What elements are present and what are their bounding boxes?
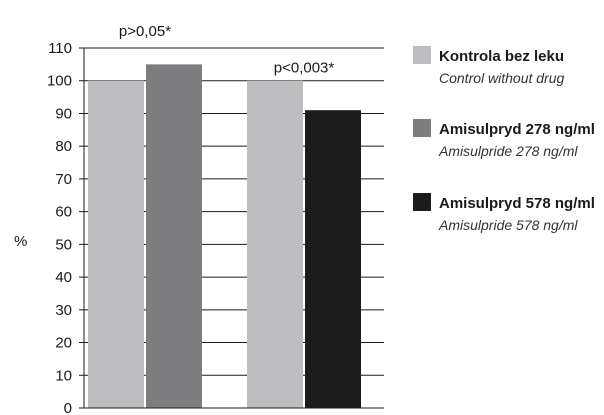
y-tick-label: 30 <box>55 302 72 319</box>
bars <box>88 64 361 409</box>
bar <box>247 80 303 409</box>
y-tick-label: 10 <box>55 367 72 384</box>
y-tick-label: 100 <box>47 73 72 90</box>
y-tick-label: 40 <box>55 269 72 286</box>
legend-label-english: Amisulpride 578 ng/ml <box>438 217 578 233</box>
y-tick-label: 110 <box>48 40 72 57</box>
y-tick-label: 60 <box>55 204 72 221</box>
legend-label-english: Control without drug <box>439 70 565 86</box>
legend-swatch <box>413 46 431 64</box>
y-tick-label: 70 <box>55 171 72 188</box>
significance-annotation: p<0,003* <box>274 60 335 77</box>
y-tick-labels: 0 10 20 30 40 50 60 70 80 90 100 110 <box>47 40 72 415</box>
legend-swatch <box>413 119 431 137</box>
significance-annotation: p>0,05* <box>119 23 171 40</box>
axes <box>79 47 384 409</box>
legend-label: Amisulpryd 278 ng/ml <box>439 121 595 138</box>
y-tick-label: 20 <box>55 335 72 352</box>
significance-annotations: p>0,05* p<0,003* <box>119 23 334 77</box>
y-tick-label: 0 <box>64 400 72 415</box>
legend: Kontrola bez leku Control without drug Ami… <box>413 46 595 233</box>
legend-label: Kontrola bez leku <box>439 48 564 65</box>
y-tick-label: 50 <box>55 236 72 253</box>
legend-swatch <box>413 193 431 211</box>
y-tick-label: 90 <box>55 105 72 122</box>
y-tick-label: 80 <box>55 138 72 155</box>
legend-label-english: Amisulpride 278 ng/ml <box>438 143 578 159</box>
bar <box>146 64 202 408</box>
legend-label: Amisulpryd 578 ng/ml <box>439 195 595 212</box>
bar <box>305 110 361 408</box>
y-axis-label: % <box>14 233 27 250</box>
bar <box>88 80 144 409</box>
